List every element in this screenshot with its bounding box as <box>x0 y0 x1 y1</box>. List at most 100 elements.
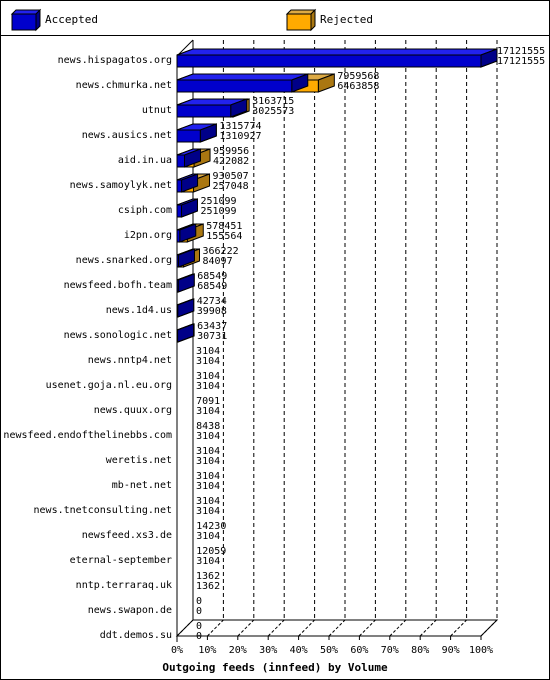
legend-label-accepted: Accepted <box>45 13 98 26</box>
bar-accepted <box>176 273 195 293</box>
data-label-accepted: 3104 <box>196 431 220 442</box>
data-label-accepted: 6463858 <box>337 81 379 92</box>
bar-accepted-front <box>176 129 201 143</box>
x-tick-label: 50% <box>320 645 338 656</box>
category-label: usenet.goja.nl.eu.org <box>46 380 172 391</box>
bar-accepted-front <box>176 254 179 268</box>
data-label-rejected: 930507 <box>213 171 249 182</box>
category-label: news.tnetconsulting.net <box>34 505 172 516</box>
category-label: news.quux.org <box>94 405 172 416</box>
data-label-accepted: 17121555 <box>497 56 545 67</box>
data-label-rejected: 63437 <box>197 321 227 332</box>
category-label: news.snarked.org <box>76 255 172 266</box>
legend: Accepted Rejected <box>1 1 549 36</box>
bar-accepted-front <box>176 79 293 93</box>
category-label: news.swapon.de <box>88 605 172 616</box>
data-label-accepted: 422082 <box>213 156 249 167</box>
bar-accepted-front <box>176 154 185 168</box>
category-label: newsfeed.endofthelinebbs.com <box>3 430 172 441</box>
category-label: news.chmurka.net <box>76 80 172 91</box>
floor-tick-line <box>298 619 315 637</box>
data-label-rejected: 3104 <box>196 496 220 507</box>
data-label-rejected: 3163715 <box>252 96 294 107</box>
floor-tick-line <box>450 619 467 637</box>
bar-accepted-front <box>176 279 179 293</box>
bar-accepted <box>176 73 309 93</box>
bar-accepted-front <box>176 329 179 343</box>
x-tick-label: 10% <box>198 645 216 656</box>
data-label-rejected: 959956 <box>213 146 249 157</box>
x-tick-label: 80% <box>411 645 429 656</box>
bar-accepted-side <box>177 273 195 293</box>
category-label: newsfeed.xs3.de <box>82 530 172 541</box>
chart-title: Outgoing feeds (innfeed) by Volume <box>162 661 388 674</box>
data-label-accepted: 0 <box>196 631 202 642</box>
x-tick-label: 70% <box>381 645 399 656</box>
data-label-rejected: 14230 <box>196 521 226 532</box>
bar-accepted <box>176 98 248 118</box>
bar-accepted <box>176 173 199 193</box>
data-label-rejected: 366222 <box>203 246 239 257</box>
floor-tick-line <box>267 619 285 637</box>
data-label-rejected: 1362 <box>196 571 220 582</box>
bar-accepted-side <box>180 198 198 218</box>
floor-tick-line <box>419 619 437 637</box>
x-tick-label: 0% <box>171 645 183 656</box>
data-label-accepted: 155564 <box>206 231 242 242</box>
category-label: ddt.demos.su <box>100 630 172 641</box>
x-tick-label: 100% <box>469 645 493 656</box>
data-label-rejected: 7959568 <box>337 71 379 82</box>
data-label-rejected: 8438 <box>196 421 220 432</box>
x-tick-label: 40% <box>290 645 308 656</box>
data-label-accepted: 3104 <box>196 456 220 467</box>
bar-accepted <box>176 48 498 68</box>
bar-accepted <box>176 248 195 268</box>
bar-accepted <box>176 223 197 243</box>
category-label: news.samoylyk.net <box>70 180 172 191</box>
bar-accepted <box>176 123 217 143</box>
top-edge-line <box>176 39 194 57</box>
floor-tick-line <box>237 619 255 637</box>
floor-tick-line <box>207 619 224 637</box>
data-label-rejected: 3104 <box>196 371 220 382</box>
data-label-accepted: 30731 <box>197 331 227 342</box>
data-label-accepted: 3104 <box>196 531 220 542</box>
bar-accepted-front <box>176 204 182 218</box>
bar-accepted <box>176 148 201 168</box>
data-label-rejected: 0 <box>196 621 202 632</box>
floor-tick-line <box>328 619 346 637</box>
legend-swatch-rejected <box>285 8 317 32</box>
bar-accepted-top <box>176 48 498 56</box>
bar-accepted <box>176 298 195 318</box>
bar-accepted-side <box>177 323 195 343</box>
data-label-rejected: 3104 <box>196 346 220 357</box>
bar-accepted-front <box>176 179 183 193</box>
data-label-accepted: 3104 <box>196 406 220 417</box>
category-label: news.ausics.net <box>82 130 172 141</box>
floor-tick-line <box>359 619 376 637</box>
data-label-accepted: 3104 <box>196 381 220 392</box>
data-label-accepted: 0 <box>196 606 202 617</box>
data-label-accepted: 3104 <box>196 506 220 517</box>
category-label: mb-net.net <box>112 480 172 491</box>
category-label: news.hispagatos.org <box>58 55 172 66</box>
bar-accepted-top <box>176 73 308 81</box>
data-label-rejected: 7091 <box>196 396 220 407</box>
bar-accepted-front <box>176 104 232 118</box>
data-label-accepted: 68549 <box>197 281 227 292</box>
data-label-rejected: 251099 <box>200 196 236 207</box>
category-label: eternal-september <box>70 555 172 566</box>
data-label-rejected: 1315774 <box>219 121 261 132</box>
data-label-rejected: 0 <box>196 596 202 607</box>
data-label-accepted: 3104 <box>196 356 220 367</box>
floor-tick-line <box>176 619 194 637</box>
legend-swatch-accepted <box>10 8 42 32</box>
category-label: newsfeed.bofh.team <box>64 280 172 291</box>
category-label: nntp.terraraq.uk <box>76 580 172 591</box>
data-label-accepted: 1362 <box>196 581 220 592</box>
bar-accepted <box>176 323 195 343</box>
bar-accepted <box>176 198 198 218</box>
data-label-accepted: 3025573 <box>252 106 294 117</box>
data-label-accepted: 3104 <box>196 481 220 492</box>
